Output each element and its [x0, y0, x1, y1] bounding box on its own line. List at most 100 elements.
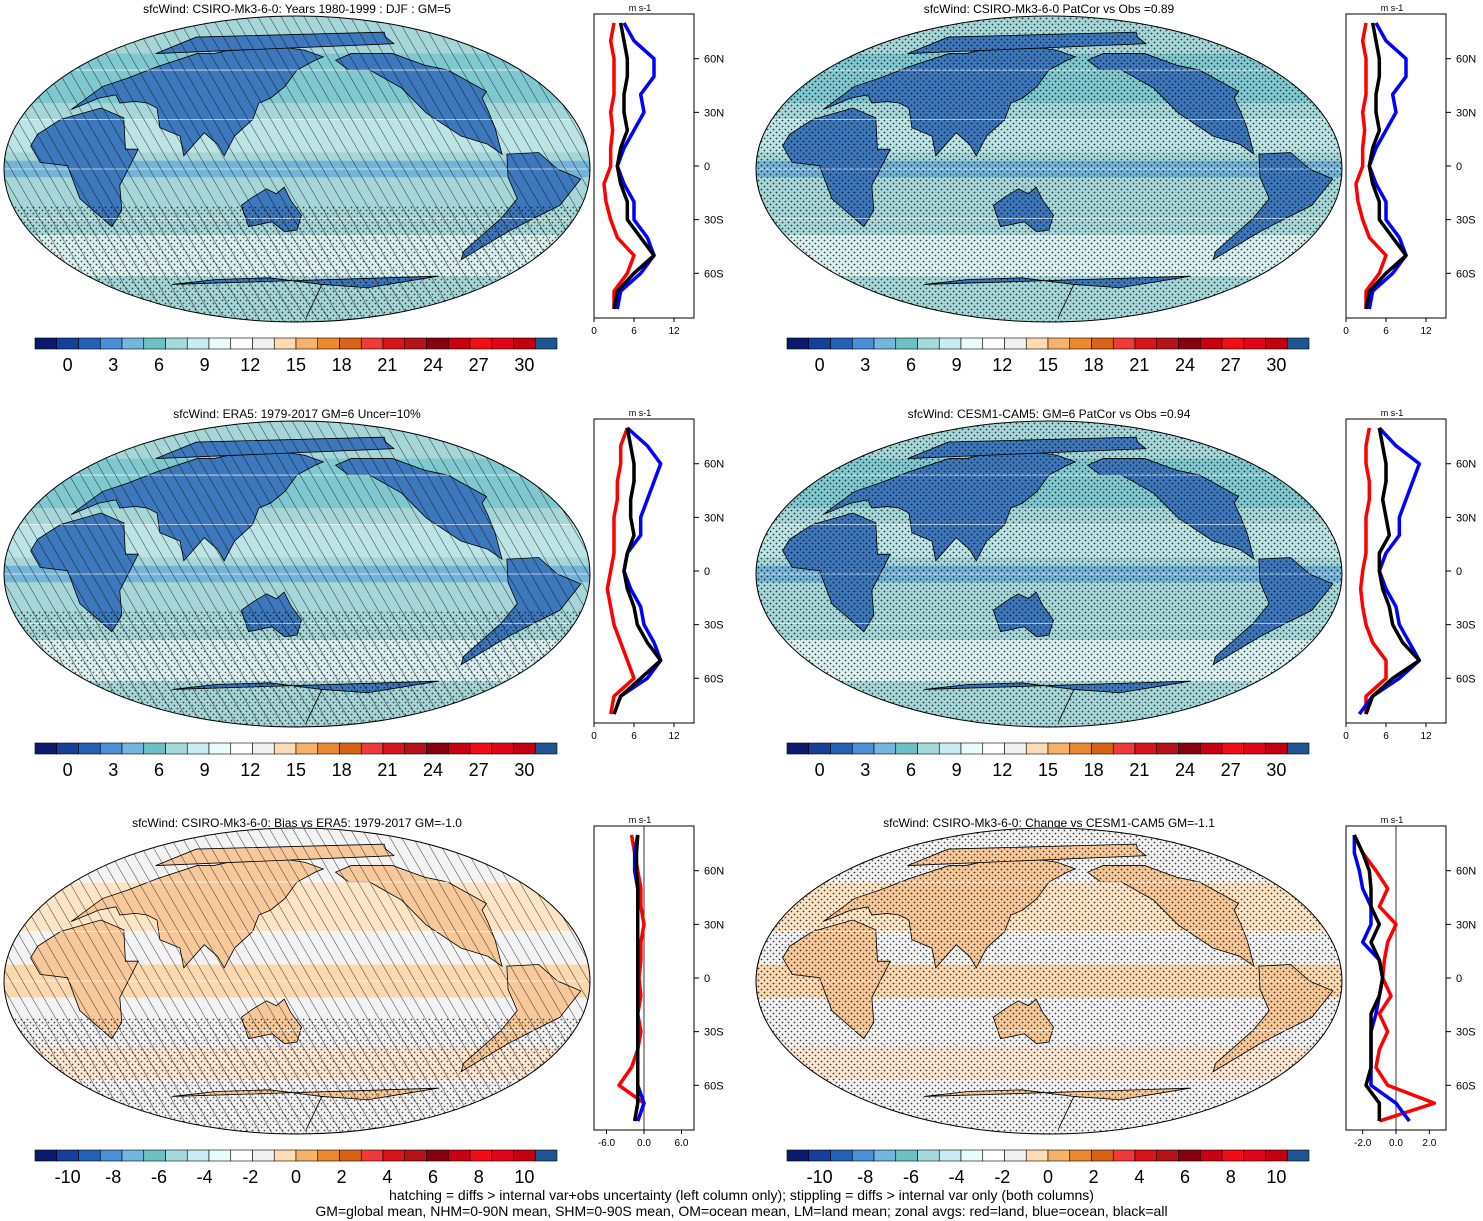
colorbar-swatch — [1265, 742, 1288, 755]
colorbar-swatch — [295, 742, 319, 755]
colorbar-label: 6 — [1180, 1167, 1190, 1187]
zonal-land-line — [602, 22, 636, 310]
colorbar-swatch — [208, 742, 232, 755]
x-tick-label: 6 — [1383, 731, 1389, 742]
colorbar-swatch — [404, 742, 427, 755]
colorbar-label: -8 — [105, 1167, 121, 1187]
colorbar-label: 2 — [1089, 1167, 1099, 1187]
colorbar-label: 6 — [428, 1167, 438, 1187]
colorbar-swatch — [1112, 337, 1136, 350]
colorbar-label: 8 — [474, 1167, 484, 1187]
colorbar-swatch — [404, 1149, 427, 1162]
colorbar-label: -6 — [903, 1167, 919, 1187]
colorbar-label: 27 — [469, 760, 489, 780]
colorbar-swatch — [252, 1149, 275, 1162]
map-border — [3, 15, 591, 323]
colorbar-swatch — [317, 1149, 340, 1162]
map-panel: sfcWind: CSIRO-Mk3-6-0: Change vs CESM1-… — [752, 812, 1483, 1192]
colorbar-swatch — [1069, 1149, 1092, 1162]
colorbar-swatch — [830, 337, 853, 350]
colorbar-swatch — [1178, 1149, 1201, 1162]
colorbar-label: -4 — [197, 1167, 213, 1187]
x-tick-label: 0 — [1343, 326, 1349, 337]
colorbar-swatch — [1243, 742, 1266, 755]
colorbar-swatch — [360, 337, 384, 350]
colorbar-label: 15 — [286, 355, 306, 375]
colorbar-label: 12 — [992, 760, 1012, 780]
colorbar-swatch — [99, 337, 123, 350]
zonal-average-plot: 60N 30N 0 30S 60S -2.0 0.0 2.0 m s-1 — [1345, 815, 1476, 1149]
colorbar-swatch — [1134, 1149, 1158, 1162]
colorbar-label: 0 — [63, 760, 73, 780]
colorbar: 0 3 6 9 12 15 18 21 24 27 30 — [786, 742, 1310, 780]
colorbar-swatch — [404, 337, 427, 350]
colorbar-label: -4 — [949, 1167, 965, 1187]
lat-tick-label: 30N — [1456, 107, 1476, 119]
colorbar-label: -2 — [242, 1167, 258, 1187]
lat-tick-label: 30N — [1456, 512, 1476, 524]
colorbar-label: 2 — [337, 1167, 347, 1187]
colorbar-swatch — [56, 742, 79, 755]
colorbar-label: 18 — [332, 760, 352, 780]
colorbar-label: 3 — [860, 760, 870, 780]
world-map — [755, 420, 1343, 728]
stippling-overlay — [756, 421, 1342, 727]
footer-note: hatching = diffs > internal var+obs unce… — [0, 1187, 1483, 1219]
colorbar-swatch — [1091, 1149, 1114, 1162]
lat-tick-label: 60N — [1456, 54, 1476, 66]
colorbar-swatch — [339, 337, 362, 350]
colorbar-swatch — [938, 742, 962, 755]
colorbar-swatch — [960, 1149, 984, 1162]
lat-tick-label: 60N — [704, 54, 724, 66]
colorbar-swatch — [121, 742, 145, 755]
panel-title: sfcWind: CSIRO-Mk3-6-0: Years 1980-1999 … — [143, 2, 451, 16]
map-panel: sfcWind: ERA5: 1979-2017 GM=6 Uncer=10% 6… — [0, 405, 731, 785]
colorbar-swatch — [851, 742, 875, 755]
colorbar-swatch — [895, 742, 918, 755]
colorbar-swatch — [982, 337, 1005, 350]
x-tick-label: 12 — [1420, 731, 1432, 742]
x-tick-label: 0 — [591, 326, 597, 337]
colorbar-swatch — [382, 742, 406, 755]
zonal-land-line — [1358, 427, 1388, 715]
map-border — [755, 827, 1343, 1135]
world-map — [3, 15, 591, 323]
units-label: m s-1 — [629, 3, 652, 13]
stippling-overlay — [4, 1018, 590, 1134]
colorbar-swatch — [917, 742, 940, 755]
colorbar-swatch — [382, 337, 406, 350]
colorbar-swatch — [339, 1149, 362, 1162]
colorbar-swatch — [873, 337, 897, 350]
colorbar-label: -8 — [857, 1167, 873, 1187]
map-panel: sfcWind: CSIRO-Mk3-6-0: Years 1980-1999 … — [0, 0, 731, 380]
colorbar-swatch — [1286, 742, 1310, 755]
colorbar-swatch — [121, 337, 145, 350]
zonal-average-plot: 60N 30N 0 30S 60S 0 6 12 m s-1 — [1343, 408, 1476, 742]
colorbar-swatch — [1091, 742, 1114, 755]
colorbar-swatch — [208, 337, 232, 350]
colorbar-swatch — [186, 742, 210, 755]
panel-title: sfcWind: ERA5: 1979-2017 GM=6 Uncer=10% — [173, 407, 421, 421]
map-panel: sfcWind: CSIRO-Mk3-6-0: Bias vs ERA5: 19… — [0, 812, 731, 1192]
colorbar-swatch — [534, 337, 558, 350]
x-tick-label: -2.0 — [1354, 1138, 1372, 1149]
colorbar-swatch — [360, 1149, 384, 1162]
colorbar-swatch — [1221, 742, 1245, 755]
map-border — [3, 420, 591, 728]
colorbar-label: 12 — [992, 355, 1012, 375]
x-tick-label: -6.0 — [598, 1138, 616, 1149]
panel-title: sfcWind: CESM1-CAM5: GM=6 PatCor vs Obs … — [907, 407, 1191, 421]
lat-tick-label: 60S — [1456, 1080, 1476, 1092]
colorbar-label: 21 — [1129, 355, 1149, 375]
colorbar-swatch — [317, 337, 340, 350]
lat-tick-label: 0 — [704, 566, 710, 578]
colorbar-swatch — [1069, 337, 1092, 350]
zonal-land-line — [1354, 22, 1388, 310]
colorbar-label: 9 — [952, 760, 962, 780]
colorbar-label: 4 — [382, 1167, 392, 1187]
colorbar-swatch — [1156, 742, 1179, 755]
lat-tick-label: 60N — [704, 866, 724, 878]
colorbar-label: 27 — [469, 355, 489, 375]
colorbar-swatch — [34, 742, 58, 755]
colorbar-swatch — [1004, 1149, 1027, 1162]
